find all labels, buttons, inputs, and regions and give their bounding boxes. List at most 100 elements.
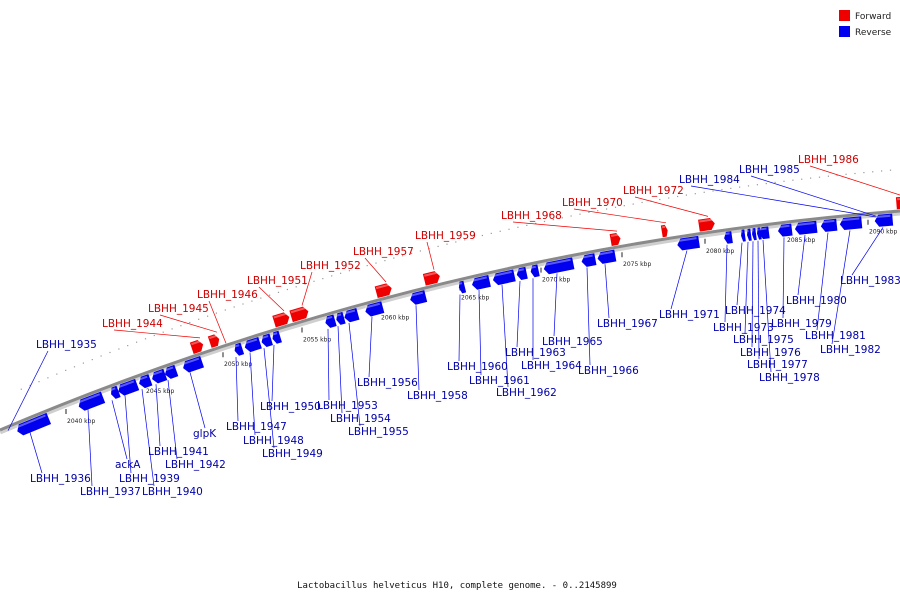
gene-label[interactable]: LBHH_1962 [496, 387, 557, 399]
gene-label[interactable]: LBHH_1936 [30, 473, 91, 485]
gene-shape-LBHH_1973[interactable] [723, 231, 733, 244]
gene-shape-LBHH_1971[interactable] [676, 235, 700, 251]
gene-body[interactable] [597, 249, 617, 265]
gene-body[interactable] [458, 280, 467, 294]
gene-shape-LBHH_1981[interactable] [820, 218, 838, 233]
gene-body[interactable] [751, 227, 757, 241]
gene-label[interactable]: LBHH_1954 [330, 413, 391, 425]
gene-shape-LBHH_1950[interactable] [271, 330, 282, 345]
gene-label[interactable]: LBHH_1945 [148, 303, 209, 315]
gene-shape-LBHH_1939[interactable] [116, 378, 140, 397]
gene-body[interactable] [543, 257, 575, 275]
gene-shape-LBHH_1951[interactable] [272, 311, 291, 328]
gene-shape-LBHH_1976[interactable] [751, 227, 757, 241]
gene-label[interactable]: LBHH_1985 [739, 164, 800, 176]
gene-body[interactable] [529, 264, 540, 278]
gene-label[interactable]: LBHH_1977 [747, 359, 808, 371]
gene-shape-LBHH_1957[interactable] [374, 282, 394, 299]
gene-body[interactable] [676, 235, 700, 251]
gene-label[interactable]: LBHH_1937 [80, 486, 141, 498]
gene-label[interactable]: LBHH_1961 [469, 375, 530, 387]
gene-label[interactable]: LBHH_1983 [840, 275, 900, 287]
gene-label[interactable]: LBHH_1974 [725, 305, 786, 317]
gene-body[interactable] [335, 311, 346, 326]
gene-label[interactable]: LBHH_1946 [197, 289, 258, 301]
gene-label[interactable]: LBHH_1947 [226, 421, 287, 433]
gene-body[interactable] [374, 282, 394, 299]
gene-shape-LBHH_1945[interactable] [207, 333, 221, 348]
gene-label[interactable]: LBHH_1967 [597, 318, 658, 330]
gene-label[interactable]: LBHH_1939 [119, 473, 180, 485]
gene-label[interactable]: ackA [115, 459, 141, 471]
gene-body[interactable] [471, 274, 491, 291]
gene-label[interactable]: LBHH_1957 [353, 246, 414, 258]
gene-label[interactable]: LBHH_1968 [501, 210, 562, 222]
gene-label[interactable]: LBHH_1975 [733, 334, 794, 346]
gene-label[interactable]: LBHH_1942 [165, 459, 226, 471]
gene-label[interactable]: LBHH_1976 [740, 347, 801, 359]
gene-body[interactable] [516, 266, 528, 281]
gene-shape-LBHH_1948[interactable] [243, 336, 262, 353]
gene-body[interactable] [874, 213, 894, 227]
gene-label[interactable]: LBHH_1971 [659, 309, 720, 321]
gene-body[interactable] [758, 226, 770, 240]
gene-label[interactable]: LBHH_1941 [148, 446, 209, 458]
gene-shape-LBHH_1941[interactable] [150, 368, 168, 385]
gene-body[interactable] [422, 270, 441, 286]
gene-label[interactable]: LBHH_1948 [243, 435, 304, 447]
gene-label[interactable]: LBHH_1953 [317, 400, 378, 412]
gene-label[interactable]: LBHH_1982 [820, 344, 881, 356]
gene-shape-LBHH_1963[interactable] [516, 266, 528, 281]
gene-shape-LBHH_1979[interactable] [777, 223, 793, 238]
gene-shape-LBHH_1944[interactable] [189, 339, 205, 354]
gene-body[interactable] [207, 333, 221, 348]
gene-label[interactable]: LBHH_1986 [798, 154, 859, 166]
gene-label[interactable]: LBHH_1972 [623, 185, 684, 197]
gene-shape-LBHH_1947[interactable] [233, 342, 245, 357]
gene-body[interactable] [409, 290, 428, 306]
gene-shape-LBHH_1942[interactable] [163, 364, 179, 380]
gene-label[interactable]: LBHH_1973 [713, 322, 774, 334]
gene-body[interactable] [660, 224, 669, 238]
gene-shape-LBHH_1959[interactable] [422, 270, 441, 286]
gene-shape-LBHH_1974[interactable] [740, 229, 746, 242]
gene-label[interactable]: LBHH_1970 [562, 197, 623, 209]
gene-shape-LBHH_1952[interactable] [289, 306, 310, 323]
gene-body[interactable] [492, 269, 516, 286]
gene-shape-LBHH_1972[interactable] [698, 217, 716, 232]
gene-label[interactable]: LBHH_1940 [142, 486, 203, 498]
gene-label[interactable]: LBHH_1960 [447, 361, 508, 373]
gene-shape-LBHH_1953[interactable] [324, 314, 337, 328]
gene-shape-glpK[interactable] [181, 355, 205, 374]
gene-label[interactable]: LBHH_1959 [415, 230, 476, 242]
gene-body[interactable] [740, 229, 746, 242]
gene-shape-LBHH_1936[interactable] [15, 412, 52, 437]
gene-label[interactable]: LBHH_1979 [771, 318, 832, 330]
gene-label[interactable]: LBHH_1952 [300, 260, 361, 272]
gene-body[interactable] [581, 253, 597, 267]
gene-shape-LBHH_1980[interactable] [794, 220, 818, 235]
gene-label[interactable]: LBHH_1964 [521, 360, 582, 372]
gene-body[interactable] [150, 368, 168, 385]
gene-body[interactable] [77, 391, 106, 413]
gene-label[interactable]: LBHH_1966 [578, 365, 639, 377]
gene-shape-LBHH_1954[interactable] [335, 311, 346, 326]
gene-shape-LBHH_1965[interactable] [543, 257, 575, 275]
gene-shape-LBHH_1986[interactable] [895, 196, 900, 210]
gene-shape-LBHH_1961[interactable] [471, 274, 491, 291]
gene-label[interactable]: LBHH_1955 [348, 426, 409, 438]
gene-body[interactable] [746, 228, 752, 241]
gene-shape-LBHH_1967[interactable] [597, 249, 617, 265]
gene-body[interactable] [723, 231, 733, 244]
gene-label[interactable]: LBHH_1951 [247, 275, 308, 287]
gene-shape-LBHH_1975[interactable] [746, 228, 752, 241]
gene-body[interactable] [343, 308, 360, 323]
gene-shape-ackA[interactable] [109, 385, 121, 400]
gene-label[interactable]: LBHH_1944 [102, 318, 163, 330]
gene-body[interactable] [289, 306, 310, 323]
gene-body[interactable] [272, 311, 291, 328]
gene-label[interactable]: LBHH_1950 [260, 401, 321, 413]
gene-label[interactable]: LBHH_1949 [262, 448, 323, 460]
gene-body[interactable] [116, 378, 140, 397]
gene-shape-LBHH_1982[interactable] [839, 216, 863, 230]
